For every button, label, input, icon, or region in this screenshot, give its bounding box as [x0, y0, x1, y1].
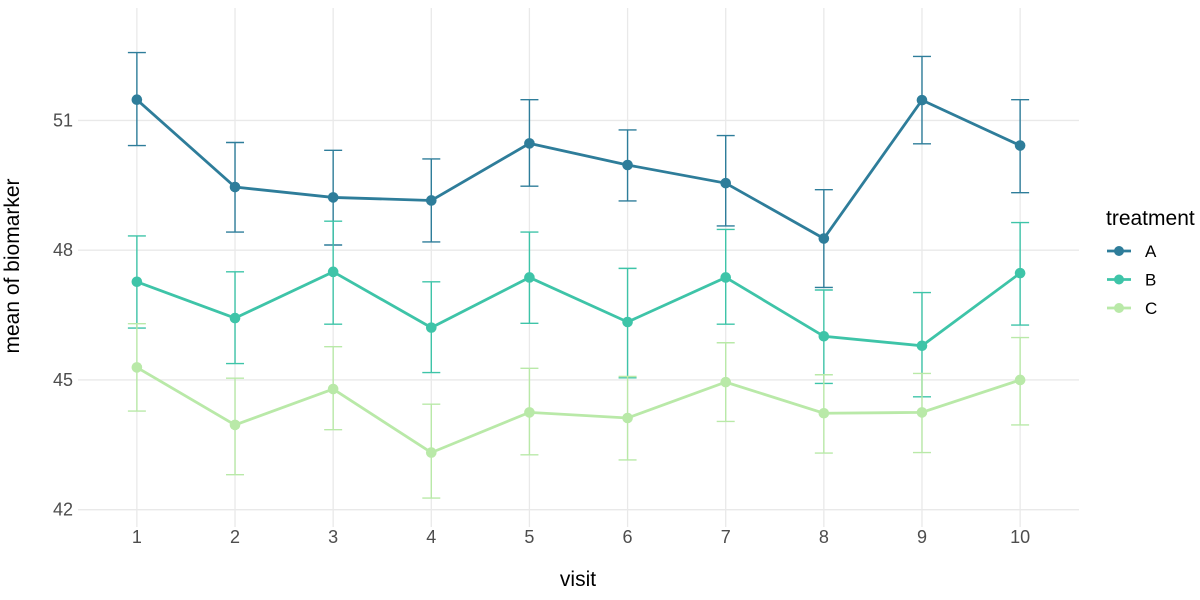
legend-entry-label: B [1145, 271, 1156, 290]
legend: ABC [1107, 242, 1157, 318]
data-point-A-6 [622, 159, 633, 171]
legend-entry-label: A [1145, 242, 1157, 261]
legend-entry-B: B [1107, 271, 1156, 290]
data-point-A-9 [916, 94, 928, 106]
grid-layer [78, 8, 1079, 527]
data-point-A-5 [524, 138, 535, 149]
data-point-B-7 [720, 272, 732, 283]
x-tick-label: 8 [819, 527, 829, 547]
legend-key-point-B [1114, 274, 1124, 285]
legend-key-point-C [1114, 303, 1124, 313]
x-tick-label: 5 [524, 527, 534, 547]
data-point-C-8 [818, 407, 830, 419]
x-tick-label: 7 [721, 527, 731, 547]
legend-title: treatment [1106, 207, 1195, 230]
series-layer [127, 51, 1030, 499]
data-point-C-1 [131, 362, 143, 373]
x-tick-label: 6 [623, 527, 633, 547]
x-axis-title: visit [560, 568, 596, 591]
legend-entry-label: C [1145, 299, 1157, 318]
data-point-A-2 [229, 181, 241, 193]
x-tick-label: 3 [328, 527, 338, 547]
legend-key-point-A [1114, 246, 1124, 256]
data-point-A-3 [327, 192, 339, 203]
x-tick-label: 1 [132, 527, 142, 547]
series-A [127, 51, 1030, 289]
data-point-A-1 [131, 94, 143, 105]
legend-entry-C: C [1107, 299, 1157, 318]
y-tick-label: 42 [53, 500, 73, 520]
x-tick-label: 2 [230, 527, 240, 547]
y-tick-label: 48 [53, 240, 73, 260]
data-point-B-6 [622, 316, 633, 328]
y-axis-title: mean of biomarker [1, 178, 24, 353]
series-line-A [135, 98, 1021, 241]
series-line-B [136, 270, 1021, 348]
data-point-B-2 [229, 312, 241, 324]
data-point-A-4 [425, 195, 437, 206]
series-B [127, 220, 1030, 398]
x-tick-label: 9 [917, 527, 927, 547]
data-point-B-5 [524, 272, 535, 283]
data-point-B-8 [818, 330, 830, 342]
data-point-B-1 [131, 276, 143, 288]
data-point-C-7 [720, 376, 732, 388]
data-point-C-6 [622, 412, 633, 424]
data-point-C-3 [327, 383, 339, 395]
y-tick-label: 51 [53, 110, 73, 130]
data-point-C-2 [229, 419, 241, 431]
data-point-B-3 [327, 266, 339, 278]
data-point-B-4 [425, 322, 437, 333]
data-point-A-10 [1014, 140, 1026, 151]
series-C [127, 323, 1030, 499]
data-point-C-9 [916, 407, 928, 418]
data-point-C-5 [524, 407, 535, 418]
data-point-A-7 [720, 177, 732, 189]
data-point-B-10 [1014, 267, 1026, 279]
x-tick-label: 4 [426, 527, 436, 547]
data-point-B-9 [916, 340, 928, 352]
y-tick-label: 45 [53, 370, 73, 390]
data-point-C-4 [425, 447, 437, 458]
legend-entry-A: A [1107, 242, 1157, 261]
series-line-C [136, 366, 1021, 455]
data-point-C-10 [1014, 374, 1026, 386]
x-tick-label: 10 [1010, 527, 1030, 547]
data-point-A-8 [818, 233, 830, 244]
